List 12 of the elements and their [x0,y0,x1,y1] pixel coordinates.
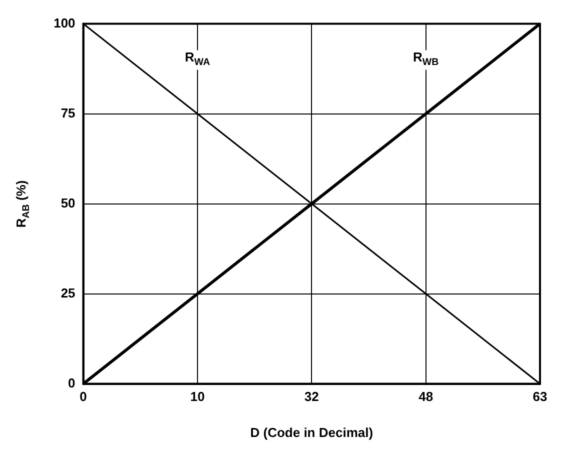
y-tick-label: 75 [60,105,76,120]
y-tick-label: 0 [68,375,76,390]
x-axis-title: D (Code in Decimal) [250,424,374,440]
y-tick-label: 100 [54,15,76,30]
x-tick-label: 32 [304,389,319,404]
x-tick-label: 0 [80,389,87,404]
y-tick-label: 25 [60,285,76,300]
x-tick-label: 48 [418,389,434,404]
x-tick-label: 63 [532,389,548,404]
y-tick-label: 50 [60,195,76,210]
x-tick-label: 10 [190,389,205,404]
y-axis-title: RAB (%) [14,180,32,228]
